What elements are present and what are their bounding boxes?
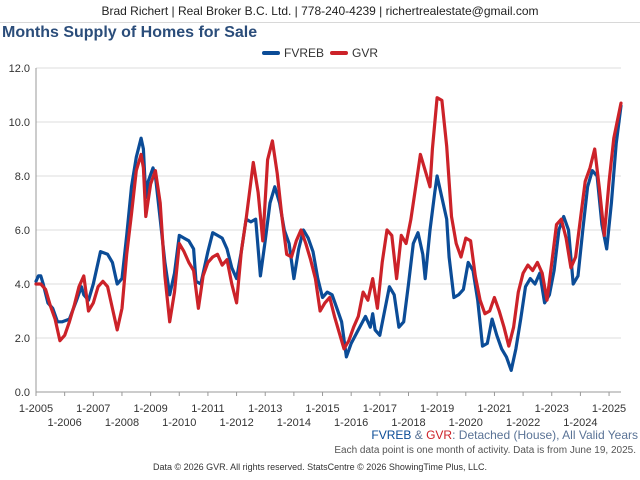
legend-swatch-gvr — [330, 51, 348, 55]
chart-subtitle: FVREB & GVR: Detached (House), All Valid… — [371, 428, 638, 442]
y-tick-label: 8.0 — [15, 171, 30, 183]
legend-label-fvreb: FVREB — [284, 46, 325, 60]
x-tick-label-upper: 1-2025 — [592, 403, 626, 415]
x-tick-label-upper: 1-2009 — [133, 403, 167, 415]
x-tick-label-upper: 1-2015 — [305, 403, 339, 415]
x-tick-label-lower: 1-2024 — [563, 417, 597, 429]
y-tick-label: 4.0 — [15, 279, 30, 291]
x-tick-label-upper: 1-2011 — [191, 403, 224, 415]
copyright-footer: Data © 2026 GVR. All rights reserved. St… — [152, 462, 488, 472]
x-tick-label-upper: 1-2021 — [477, 403, 511, 415]
subtitle-series-fvreb: FVREB — [371, 428, 412, 442]
x-tick-label-upper: 1-2017 — [363, 403, 397, 415]
y-tick-label: 0.0 — [15, 387, 30, 399]
x-tick-label-lower: 1-2022 — [506, 417, 540, 429]
x-tick-label-upper: 1-2005 — [19, 403, 53, 415]
legend-label-gvr: GVR — [352, 46, 379, 60]
legend-item-fvreb: FVREB — [262, 46, 324, 60]
x-tick-label-upper: 1-2023 — [535, 403, 569, 415]
data-note: Each data point is one month of activity… — [334, 445, 636, 456]
x-tick-label-lower: 1-2012 — [219, 417, 253, 429]
y-tick-label: 12.0 — [9, 63, 30, 75]
x-tick-label-upper: 1-2019 — [420, 403, 454, 415]
x-tick-label-lower: 1-2006 — [48, 417, 82, 429]
subtitle-description: : Detached (House), All Valid Years — [452, 428, 638, 442]
series-line-gvr — [34, 96, 623, 351]
x-tick-label-upper: 1-2013 — [248, 403, 282, 415]
contact-header: Brad Richert | Real Broker B.C. Ltd. | 7… — [0, 0, 640, 23]
chart-title: Months Supply of Homes for Sale — [2, 24, 258, 41]
chart-legend: FVREB GVR — [0, 46, 640, 62]
x-tick-label-lower: 1-2020 — [449, 417, 483, 429]
x-tick-label-lower: 1-2014 — [277, 417, 311, 429]
y-tick-label: 10.0 — [9, 117, 30, 129]
x-tick-label-lower: 1-2010 — [162, 417, 196, 429]
subtitle-series-gvr: GVR — [426, 428, 453, 442]
x-tick-label-lower: 1-2008 — [105, 417, 139, 429]
x-tick-label-lower: 1-2016 — [334, 417, 368, 429]
legend-item-gvr: GVR — [330, 46, 378, 60]
subtitle-amp: & — [411, 428, 427, 442]
y-tick-label: 6.0 — [15, 225, 30, 237]
x-tick-label-upper: 1-2007 — [76, 403, 110, 415]
legend-swatch-fvreb — [262, 51, 280, 55]
x-tick-label-lower: 1-2018 — [391, 417, 425, 429]
y-tick-label: 2.0 — [15, 333, 30, 345]
series-line-fvreb — [34, 104, 623, 372]
contact-text: Brad Richert | Real Broker B.C. Ltd. | 7… — [101, 4, 539, 18]
